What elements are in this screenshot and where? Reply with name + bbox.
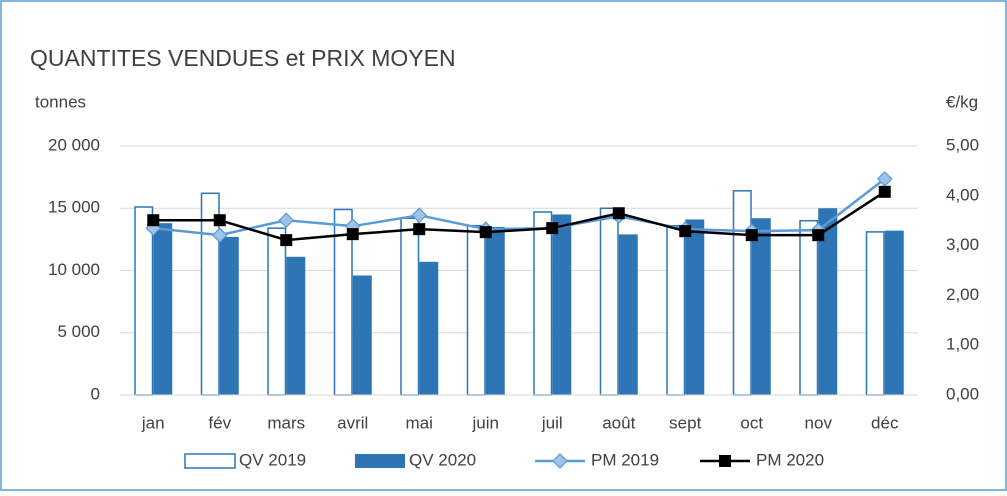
marker [745,229,758,242]
x-tick-label: déc [871,413,899,432]
legend-swatch [355,454,405,468]
marker [413,223,426,236]
y-tick-label: 0 [91,384,100,403]
bar [865,231,885,396]
legend-label: PM 2019 [591,450,659,469]
bar [466,224,486,396]
bar [599,207,619,396]
x-tick-label: fév [208,413,231,432]
bar [685,219,705,395]
bar [799,219,819,396]
y2-tick-label: 4,00 [946,185,979,204]
legend-swatch [184,453,236,469]
y2-tick-label: 2,00 [946,285,979,304]
bar [666,224,686,396]
chart-title: QUANTITES VENDUES et PRIX MOYEN [30,45,456,71]
marker [679,225,692,238]
bar [419,261,439,395]
bar [134,206,154,396]
bar [352,275,372,395]
marker [213,214,226,227]
bar [267,227,287,396]
legend-label: PM 2020 [756,450,824,469]
bar [533,211,553,396]
x-tick-label: juil [541,413,563,432]
x-tick-label: août [602,413,635,432]
bar [286,256,306,395]
marker [878,185,891,198]
marker [211,227,228,243]
y-tick-label: 10 000 [48,260,100,279]
bar [400,217,420,396]
marker [546,222,559,235]
y2-tick-label: 5,00 [946,135,979,154]
x-tick-label: jan [141,413,165,432]
bar [219,236,239,395]
bar [618,234,638,395]
bar [485,226,505,395]
marker [280,234,293,247]
marker [612,207,625,220]
line [153,177,886,237]
y2-tick-label: 1,00 [946,335,979,354]
bar [552,214,572,395]
y-tick-label: 20 000 [48,135,100,154]
legend-label: QV 2019 [239,450,306,469]
legend-marker [719,455,731,467]
marker [147,214,160,227]
x-tick-label: oct [740,413,763,432]
x-tick-label: avril [337,413,368,432]
bar [751,218,771,395]
line [153,190,886,242]
y-tick-label: 15 000 [48,198,100,217]
y-tick-label: 5 000 [57,322,100,341]
x-tick-label: sept [669,413,701,432]
bar [818,208,838,395]
y2-tick-label: 3,00 [946,235,979,254]
x-tick-label: nov [805,413,833,432]
marker [812,229,825,242]
bar [884,230,904,395]
x-tick-label: mai [406,413,433,432]
marker [278,212,295,229]
bar [153,223,173,395]
bar [732,190,752,396]
y2-tick-label: 0,00 [946,384,979,403]
marker [479,226,492,239]
x-tick-label: juin [472,413,499,432]
marker [411,207,428,224]
y2-axis-label: €/kg [946,92,978,111]
x-tick-label: mars [267,413,305,432]
legend-marker [552,453,568,469]
y-axis-label: tonnes [35,92,86,111]
marker [346,228,359,241]
legend-label: QV 2020 [409,450,476,469]
